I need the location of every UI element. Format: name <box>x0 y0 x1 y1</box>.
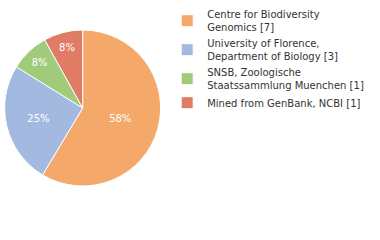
svg-text:Centre for BiodiversityGenomic: Centre for BiodiversityGenomics [7] <box>207 9 320 33</box>
svg-text:8%: 8% <box>32 57 48 68</box>
svg-text:Mined from GenBank, NCBI [1]: Mined from GenBank, NCBI [1] <box>207 98 360 109</box>
svg-text:University of Florence,Departm: University of Florence,Department of Bio… <box>207 38 338 62</box>
svg-text:25%: 25% <box>27 113 49 124</box>
svg-text:SNSB, ZoologischeStaatssammlun: SNSB, ZoologischeStaatssammlung Muenchen… <box>207 67 364 91</box>
svg-text:58%: 58% <box>109 113 131 124</box>
svg-text:8%: 8% <box>59 42 75 53</box>
